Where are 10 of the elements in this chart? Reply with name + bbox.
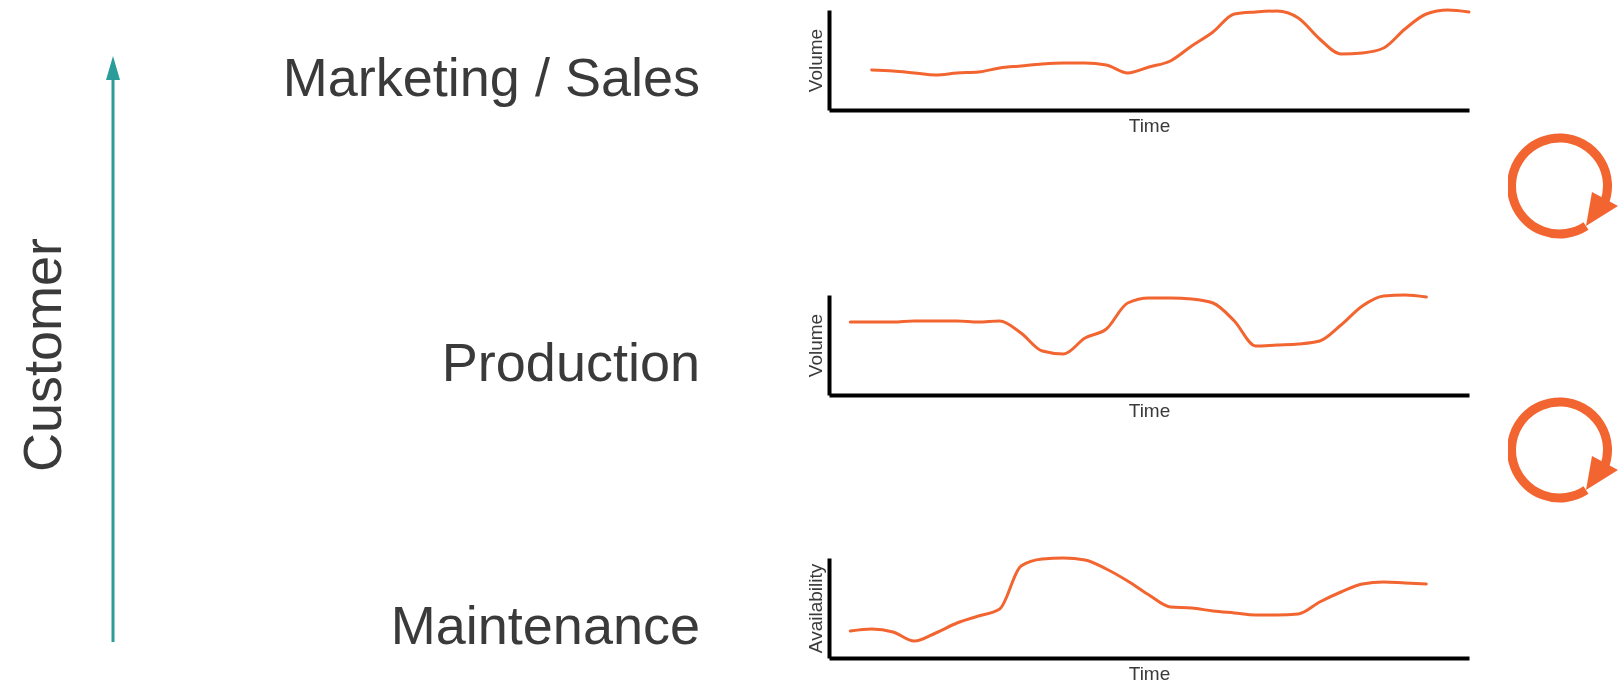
x-axis-title: Time bbox=[1128, 114, 1171, 136]
text: Customer bbox=[11, 237, 73, 473]
y-axis-title: Availability bbox=[804, 563, 826, 654]
y-axis-title: Volume bbox=[804, 28, 826, 93]
text: Production bbox=[441, 331, 700, 393]
x-axis-title: Time bbox=[1128, 399, 1171, 421]
x-axis-title: Time bbox=[1128, 662, 1171, 684]
text: Maintenance bbox=[390, 594, 700, 656]
text: Marketing / Sales bbox=[282, 46, 700, 108]
y-axis-title: Volume bbox=[804, 313, 826, 378]
